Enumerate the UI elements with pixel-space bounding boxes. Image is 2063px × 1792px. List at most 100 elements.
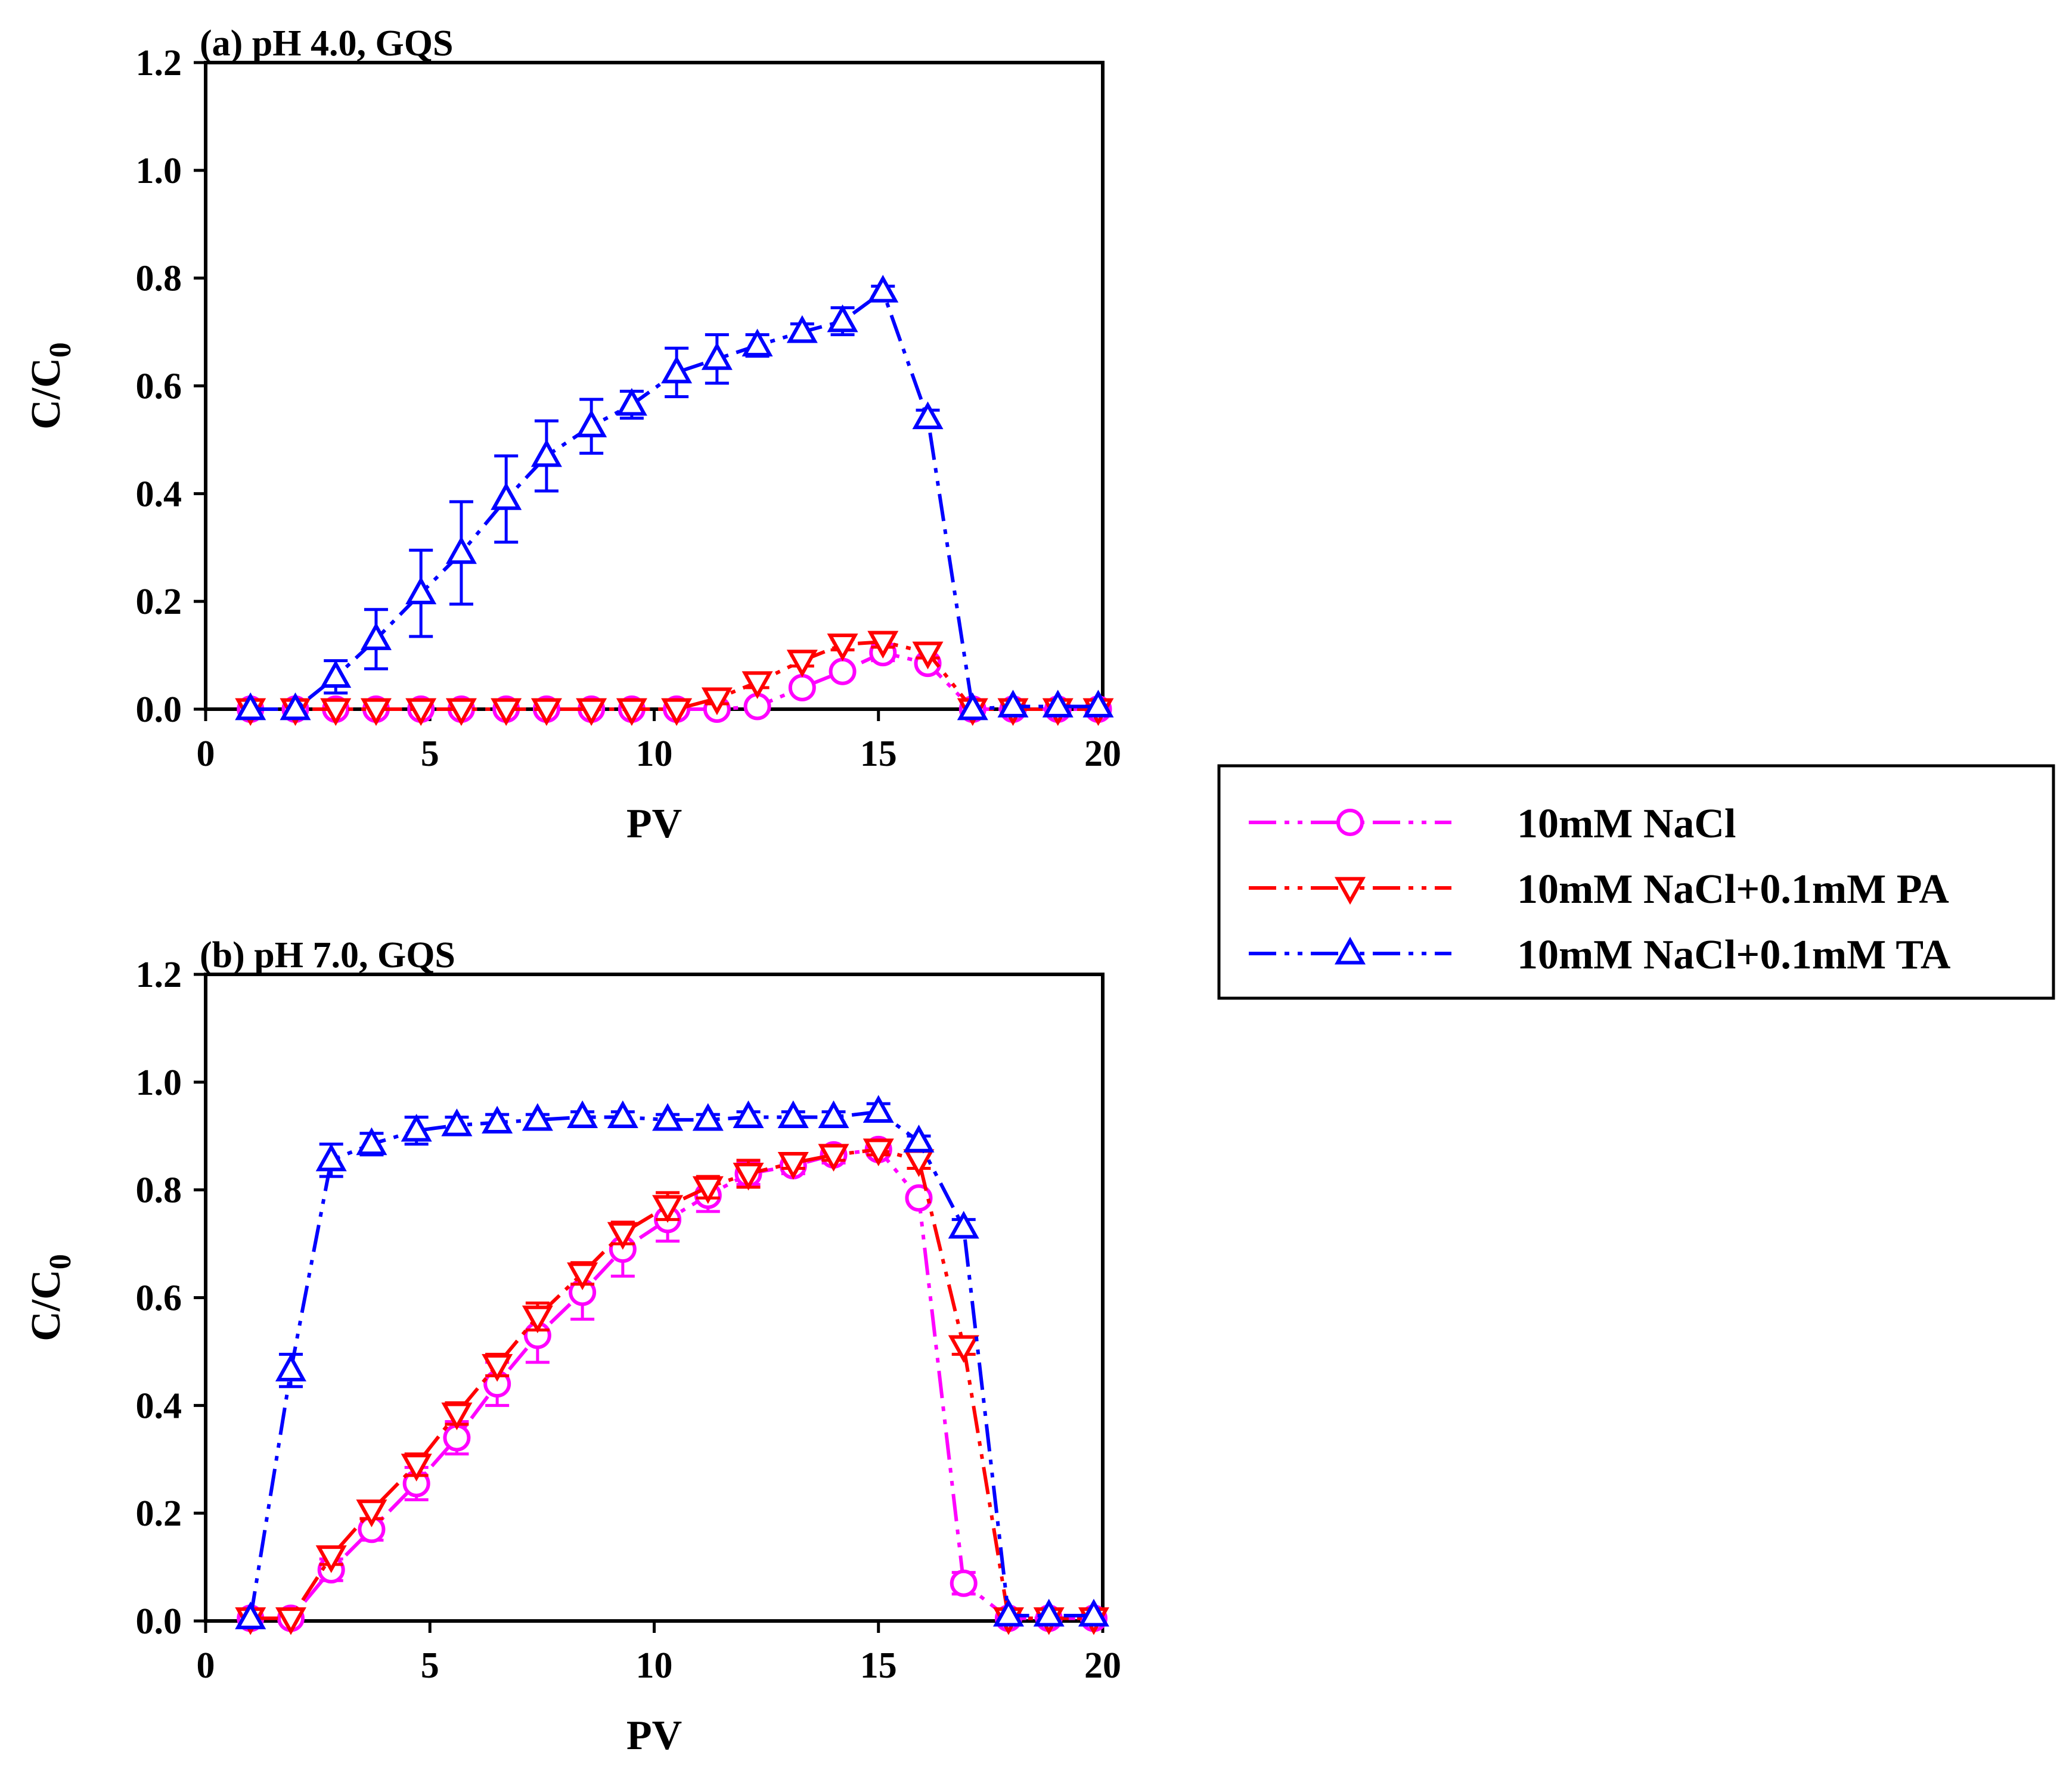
y-tick-label: 1.2 xyxy=(136,955,182,995)
y-tick-label: 0.8 xyxy=(136,1170,182,1211)
data-point xyxy=(1042,690,1074,718)
data-point xyxy=(315,1143,347,1172)
data-point xyxy=(522,1305,553,1334)
data-point xyxy=(275,1607,306,1635)
data-point xyxy=(829,657,857,685)
data-point xyxy=(280,692,311,720)
data-point xyxy=(788,673,816,701)
data-point xyxy=(867,631,899,659)
y-tick-label: 0.0 xyxy=(136,690,182,730)
data-point xyxy=(522,1102,553,1131)
x-tick-label: 15 xyxy=(860,1645,897,1686)
y-axis-title-main: C/C xyxy=(23,358,69,430)
series-line xyxy=(250,1147,1094,1620)
y-axis-title-subscript: 0 xyxy=(44,342,77,358)
x-tick-label: 5 xyxy=(421,1645,439,1686)
y-tick-label: 0.4 xyxy=(136,474,182,514)
data-point xyxy=(275,1353,306,1381)
data-point xyxy=(360,698,392,726)
data-point xyxy=(992,1598,1024,1627)
data-point xyxy=(692,1102,724,1131)
data-point xyxy=(912,641,944,670)
data-point xyxy=(777,1100,809,1129)
data-point xyxy=(531,439,562,467)
data-point xyxy=(818,1100,849,1129)
legend-marker xyxy=(1334,936,1366,965)
data-point xyxy=(1078,1598,1109,1627)
data-point xyxy=(235,692,266,720)
data-point xyxy=(607,1100,638,1129)
legend-label: 10mM NaCl xyxy=(1517,801,1736,847)
y-tick-label: 1.0 xyxy=(136,1063,182,1103)
data-point xyxy=(531,698,562,726)
data-point xyxy=(320,660,352,688)
x-axis-title: PV xyxy=(626,801,682,847)
y-axis-title: C/C0 xyxy=(23,342,77,430)
y-tick-label: 0.6 xyxy=(136,1278,182,1319)
data-point xyxy=(903,1125,935,1153)
data-point xyxy=(652,1102,684,1131)
data-point xyxy=(818,1144,849,1172)
data-point xyxy=(315,1545,347,1573)
data-point xyxy=(903,1149,935,1178)
data-point xyxy=(1082,690,1114,718)
data-point xyxy=(957,692,988,720)
data-point xyxy=(1033,1598,1065,1627)
x-tick-label: 20 xyxy=(1084,734,1121,774)
series-triangle-up xyxy=(235,275,1114,720)
data-point xyxy=(401,1114,432,1142)
data-point xyxy=(616,698,647,726)
x-tick-label: 15 xyxy=(860,734,897,774)
data-point xyxy=(742,328,773,357)
data-point xyxy=(616,387,647,416)
data-point xyxy=(733,1100,764,1129)
legend-label: 10mM NaCl+0.1mM TA xyxy=(1517,932,1951,978)
legend-marker xyxy=(1336,809,1364,836)
data-point xyxy=(441,1402,473,1431)
data-point xyxy=(863,1138,894,1167)
data-point xyxy=(482,1354,513,1382)
x-tick-label: 5 xyxy=(421,734,439,774)
legend-marker xyxy=(1334,877,1366,905)
data-point xyxy=(567,1262,598,1290)
legend-entry: 10mM NaCl xyxy=(1249,801,1736,847)
y-tick-label: 0.4 xyxy=(136,1386,182,1426)
data-point xyxy=(360,622,392,650)
y-tick-label: 0.2 xyxy=(136,1493,182,1534)
x-tick-label: 10 xyxy=(636,734,673,774)
data-point xyxy=(948,1335,979,1364)
y-tick-label: 1.0 xyxy=(136,151,182,191)
legend-label: 10mM NaCl+0.1mM PA xyxy=(1517,867,1949,912)
plot-frame xyxy=(204,973,1105,1623)
data-point xyxy=(567,1100,598,1129)
data-point xyxy=(661,698,693,726)
data-point xyxy=(905,1184,933,1212)
data-point xyxy=(997,690,1029,718)
legend-entry: 10mM NaCl+0.1mM TA xyxy=(1249,932,1951,978)
data-point xyxy=(482,1105,513,1134)
legend-entry: 10mM NaCl+0.1mM PA xyxy=(1249,867,1949,912)
panel-title: (b) pH 7.0, GQS xyxy=(200,935,455,976)
data-point xyxy=(661,355,693,384)
y-tick-label: 0.8 xyxy=(136,259,182,299)
y-tick-label: 0.0 xyxy=(136,1601,182,1642)
y-axis-title-subscript: 0 xyxy=(44,1254,77,1269)
data-point xyxy=(733,1163,764,1191)
data-point xyxy=(777,1152,809,1180)
data-point xyxy=(652,1195,684,1223)
data-point xyxy=(441,1108,473,1136)
data-point xyxy=(701,687,733,716)
data-point xyxy=(827,633,858,661)
data-point xyxy=(576,409,607,437)
series-line xyxy=(250,288,1099,712)
data-point xyxy=(405,698,437,726)
data-point xyxy=(607,1222,638,1250)
data-point xyxy=(576,698,607,726)
data-point xyxy=(950,1569,978,1597)
data-point xyxy=(912,401,944,430)
series-triangle-up xyxy=(235,1095,1109,1629)
plot-frame xyxy=(204,61,1105,711)
data-point xyxy=(692,1176,724,1204)
x-tick-label: 20 xyxy=(1084,1645,1121,1686)
